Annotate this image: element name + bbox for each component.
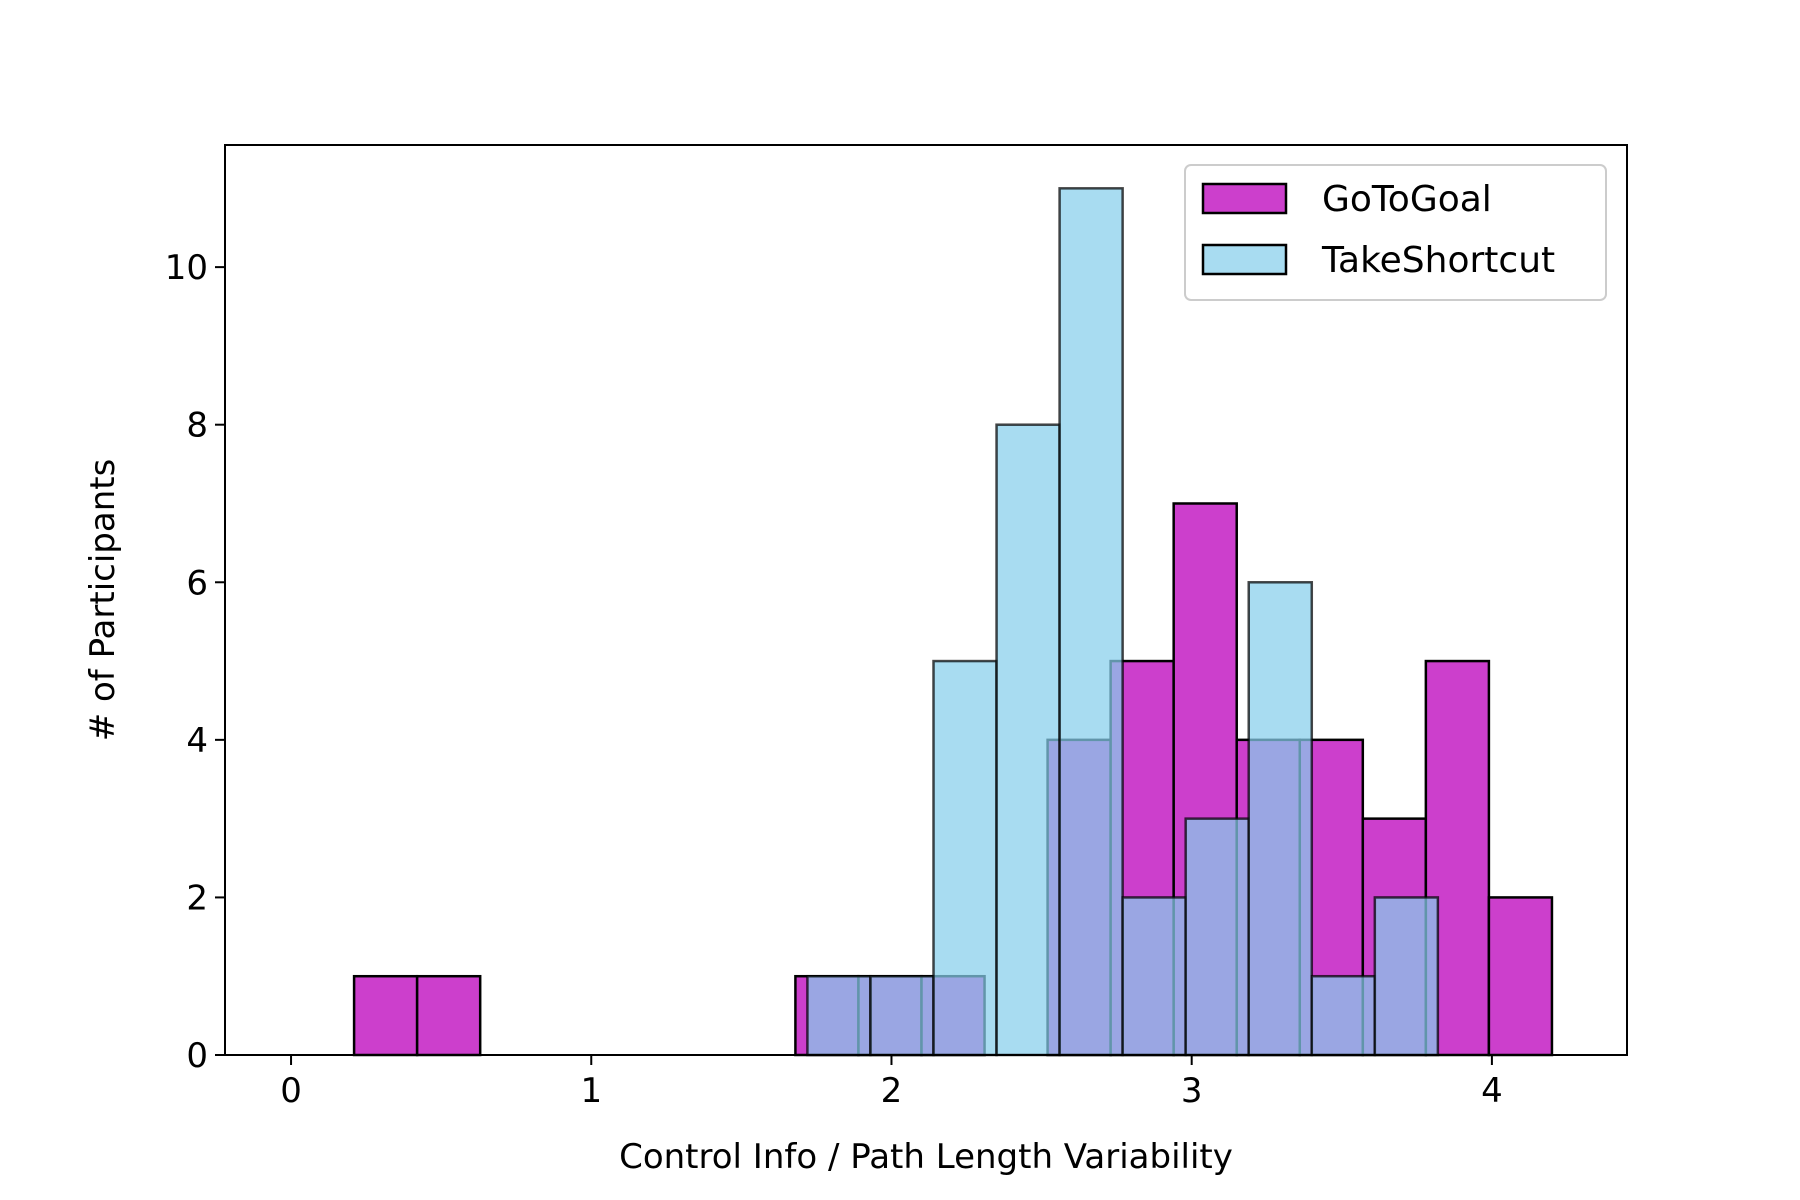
legend: GoToGoal TakeShortcut xyxy=(1184,164,1607,301)
x-tick-label-0: 0 xyxy=(280,1071,302,1111)
bar-gotogoal-19 xyxy=(1487,896,1554,1057)
y-tick-label-5: 10 xyxy=(165,248,208,288)
bar-takeshortcut-3 xyxy=(995,423,1061,1057)
bar-takeshortcut-0 xyxy=(806,974,872,1057)
x-axis-label: Control Info / Path Length Variability xyxy=(619,1137,1233,1177)
legend-swatch-gotogoal xyxy=(1201,182,1288,215)
bars-layer xyxy=(352,187,1554,1057)
legend-label-gotogoal: GoToGoal xyxy=(1322,179,1492,220)
bar-takeshortcut-4 xyxy=(1058,187,1124,1057)
bar-takeshortcut-7 xyxy=(1247,581,1314,1057)
bar-gotogoal-2 xyxy=(415,974,482,1057)
x-tick-label-2: 2 xyxy=(881,1071,903,1111)
x-tick-label-3: 3 xyxy=(1181,1071,1203,1111)
y-axis: 0 2 4 6 8 10 xyxy=(165,248,225,1076)
x-tick-label-4: 4 xyxy=(1481,1071,1503,1111)
y-tick-label-4: 8 xyxy=(186,406,208,446)
x-tick-label-1: 1 xyxy=(580,1071,602,1111)
y-axis-label: # of Participants xyxy=(83,459,123,742)
bar-takeshortcut-6 xyxy=(1184,817,1250,1057)
x-axis: 0 1 2 3 4 xyxy=(280,1055,1503,1111)
legend-box xyxy=(1184,164,1607,301)
bar-takeshortcut-5 xyxy=(1121,896,1187,1057)
legend-swatch-takeshortcut xyxy=(1201,243,1288,276)
plot-frame xyxy=(224,144,1628,1056)
bar-takeshortcut-1 xyxy=(869,974,935,1057)
y-tick-label-3: 6 xyxy=(186,563,208,603)
bar-takeshortcut-9 xyxy=(1373,896,1440,1057)
bar-takeshortcut-2 xyxy=(932,659,998,1057)
bar-takeshortcut-8 xyxy=(1310,974,1377,1057)
legend-label-takeshortcut: TakeShortcut xyxy=(1321,240,1555,281)
y-tick-label-1: 2 xyxy=(186,878,208,918)
y-tick-label-2: 4 xyxy=(186,721,208,761)
bar-gotogoal-1 xyxy=(352,974,419,1057)
y-tick-label-0: 0 xyxy=(186,1036,208,1076)
